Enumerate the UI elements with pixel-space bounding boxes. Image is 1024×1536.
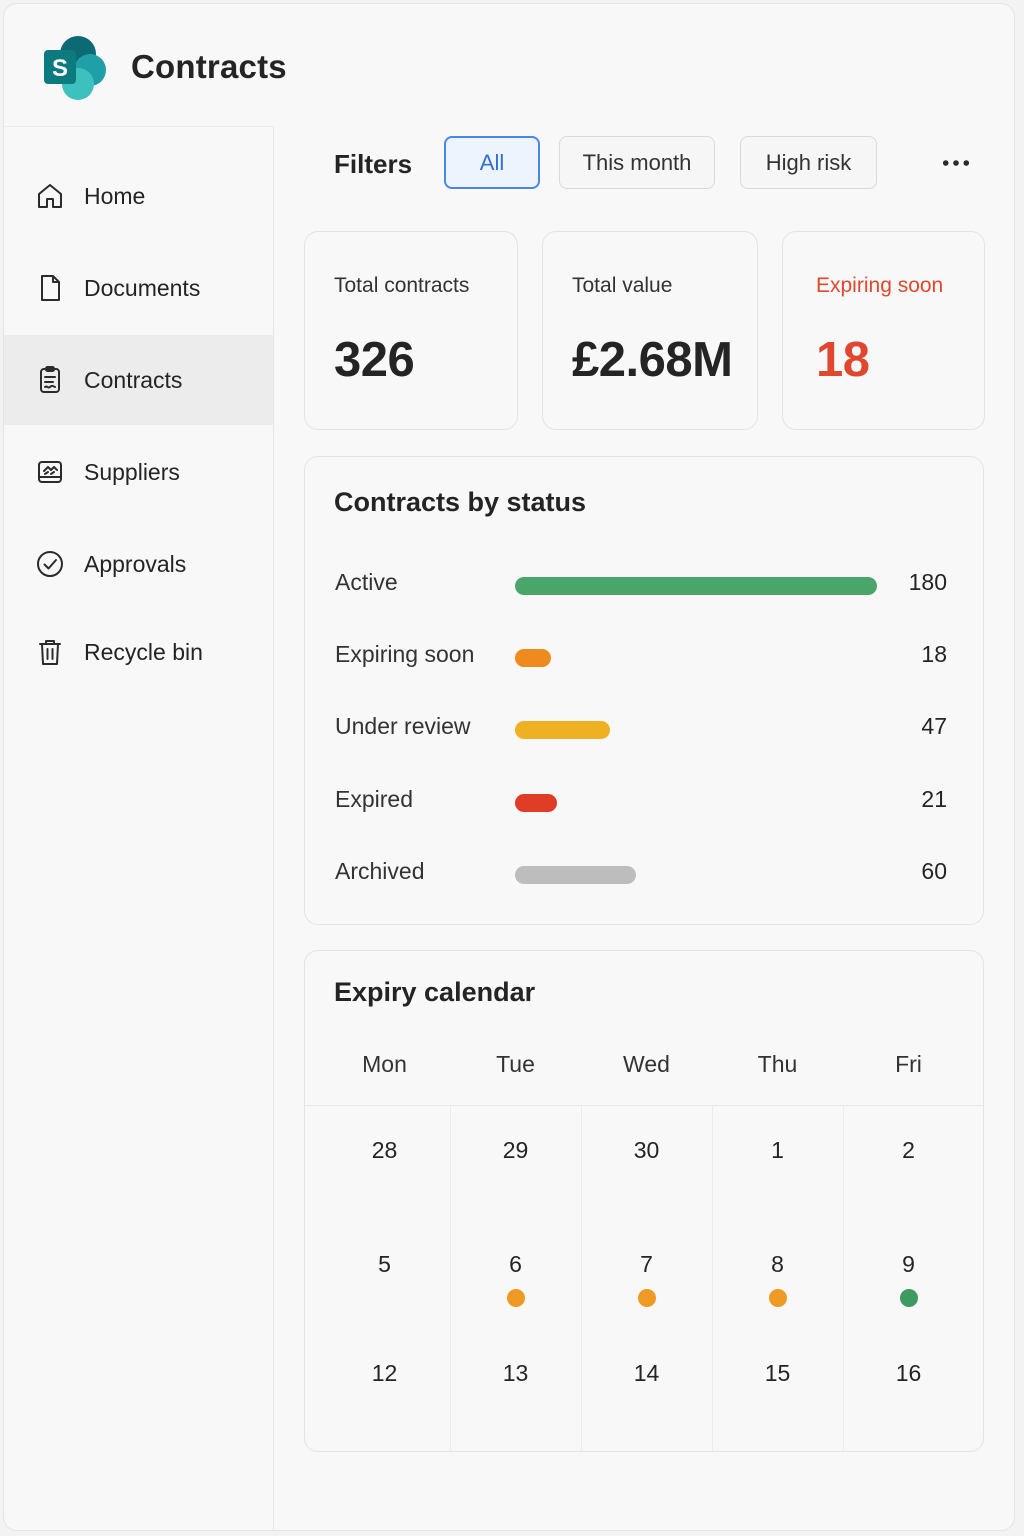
status-bar-track: [515, 721, 877, 739]
calendar-day[interactable]: 8: [771, 1251, 784, 1277]
status-count: 60: [921, 858, 947, 884]
status-label: Archived: [335, 858, 425, 884]
calendar-day[interactable]: 16: [895, 1360, 922, 1386]
status-bar: [515, 866, 636, 884]
status-bar: [515, 794, 557, 812]
status-bar-track: [515, 649, 877, 667]
status-row: Expiring soon 18: [305, 635, 983, 675]
home-icon: [34, 180, 66, 212]
app-header: S Contracts: [4, 4, 1014, 126]
calendar-column-line: [450, 1106, 451, 1451]
sidebar-item-contracts[interactable]: Contracts: [4, 335, 273, 425]
calendar-column-line: [712, 1106, 713, 1451]
status-bar: [515, 721, 610, 739]
calendar-day[interactable]: 15: [764, 1360, 791, 1386]
contract-icon: [34, 364, 66, 396]
stat-value: 326: [334, 333, 415, 387]
status-count: 180: [908, 569, 947, 595]
sidebar-item-label: Home: [84, 182, 146, 209]
calendar-day[interactable]: 1: [771, 1137, 784, 1163]
status-bar-track: [515, 577, 877, 595]
calendar-day[interactable]: 29: [502, 1137, 529, 1163]
sidebar-item-label: Documents: [84, 274, 201, 301]
calendar-day-header: Mon: [362, 1051, 407, 1077]
calendar-day[interactable]: 2: [902, 1137, 915, 1163]
calendar-day[interactable]: 30: [633, 1137, 660, 1163]
expiry-calendar-card: Expiry calendar Mon Tue Wed Thu Fri 28 29 30 1 2 5…: [304, 950, 984, 1452]
trash-icon: [34, 636, 66, 668]
status-bar-track: [515, 866, 877, 884]
calendar-day[interactable]: 6: [509, 1251, 522, 1277]
calendar-day[interactable]: 7: [640, 1251, 653, 1277]
sidebar-item-approvals[interactable]: Approvals: [4, 519, 273, 609]
stat-card-total-value: Total value £2.68M: [542, 231, 758, 430]
checkmark-circle-icon: [34, 548, 66, 580]
status-label: Under review: [335, 713, 471, 739]
calendar-day[interactable]: 5: [378, 1251, 391, 1277]
sidebar-item-recycle-bin[interactable]: Recycle bin: [4, 607, 273, 697]
calendar-day[interactable]: 12: [371, 1360, 398, 1386]
filter-chip-all[interactable]: All: [444, 136, 540, 189]
document-icon: [34, 272, 66, 304]
filters-label: Filters: [334, 149, 413, 179]
calendar-day[interactable]: 14: [633, 1360, 660, 1386]
calendar-day-header: Thu: [757, 1051, 798, 1077]
status-chart-title: Contracts by status: [334, 487, 587, 517]
stat-card-expiring-soon: Expiring soon 18: [782, 231, 985, 430]
status-count: 21: [921, 786, 947, 812]
status-row: Active 180: [305, 563, 983, 603]
calendar-day-header: Tue: [496, 1051, 535, 1077]
sidebar-item-label: Suppliers: [84, 458, 180, 485]
sidebar-item-suppliers[interactable]: Suppliers: [4, 427, 273, 517]
suppliers-icon: [34, 456, 66, 488]
status-count: 47: [921, 713, 947, 739]
status-bar: [515, 577, 877, 595]
filter-chip-high-risk[interactable]: High risk: [740, 136, 877, 189]
app-window: S Contracts Home Documents: [3, 3, 1015, 1531]
stat-label: Expiring soon: [816, 274, 944, 297]
stat-label: Total contracts: [334, 274, 470, 297]
calendar-day[interactable]: 13: [502, 1360, 529, 1386]
expiry-marker: [637, 1289, 656, 1307]
calendar-day[interactable]: 9: [902, 1251, 915, 1277]
status-chart-card: Contracts by status Active 180 Expiring so…: [304, 456, 984, 925]
expiry-marker: [506, 1289, 525, 1307]
status-row: Archived 60: [305, 852, 983, 892]
app-title: Contracts: [131, 48, 287, 85]
stat-card-total-contracts: Total contracts 326: [304, 231, 518, 430]
calendar-divider: [305, 1105, 983, 1106]
expiry-marker: [899, 1289, 918, 1307]
calendar-day-header: Wed: [623, 1051, 670, 1077]
status-label: Expiring soon: [335, 641, 475, 667]
sharepoint-logo-icon: S: [40, 34, 112, 104]
sidebar-item-label: Recycle bin: [84, 638, 203, 665]
logo-letter: S: [52, 55, 68, 82]
more-options-button[interactable]: [936, 148, 976, 178]
calendar-day[interactable]: 28: [371, 1137, 398, 1163]
stat-label: Total value: [572, 274, 673, 297]
status-bar: [515, 649, 551, 667]
stat-value: £2.68M: [572, 333, 733, 387]
filter-chip-this-month[interactable]: This month: [559, 136, 715, 189]
calendar-column-line: [581, 1106, 582, 1451]
sidebar-item-home[interactable]: Home: [4, 151, 273, 241]
status-bar-track: [515, 794, 877, 812]
status-count: 18: [921, 641, 947, 667]
more-horizontal-icon: [942, 160, 970, 166]
status-label: Active: [335, 569, 398, 595]
sidebar-item-label: Contracts: [84, 366, 183, 393]
status-label: Expired: [335, 786, 413, 812]
calendar-title: Expiry calendar: [334, 977, 536, 1007]
status-row: Expired 21: [305, 780, 983, 820]
stat-value: 18: [816, 333, 870, 387]
sidebar-item-label: Approvals: [84, 550, 187, 577]
status-row: Under review 47: [305, 707, 983, 747]
calendar-day-header: Fri: [895, 1051, 922, 1077]
expiry-marker: [768, 1289, 787, 1307]
calendar-column-line: [843, 1106, 844, 1451]
sidebar-item-documents[interactable]: Documents: [4, 243, 273, 333]
sidebar: Home Documents Contracts: [4, 126, 274, 1530]
